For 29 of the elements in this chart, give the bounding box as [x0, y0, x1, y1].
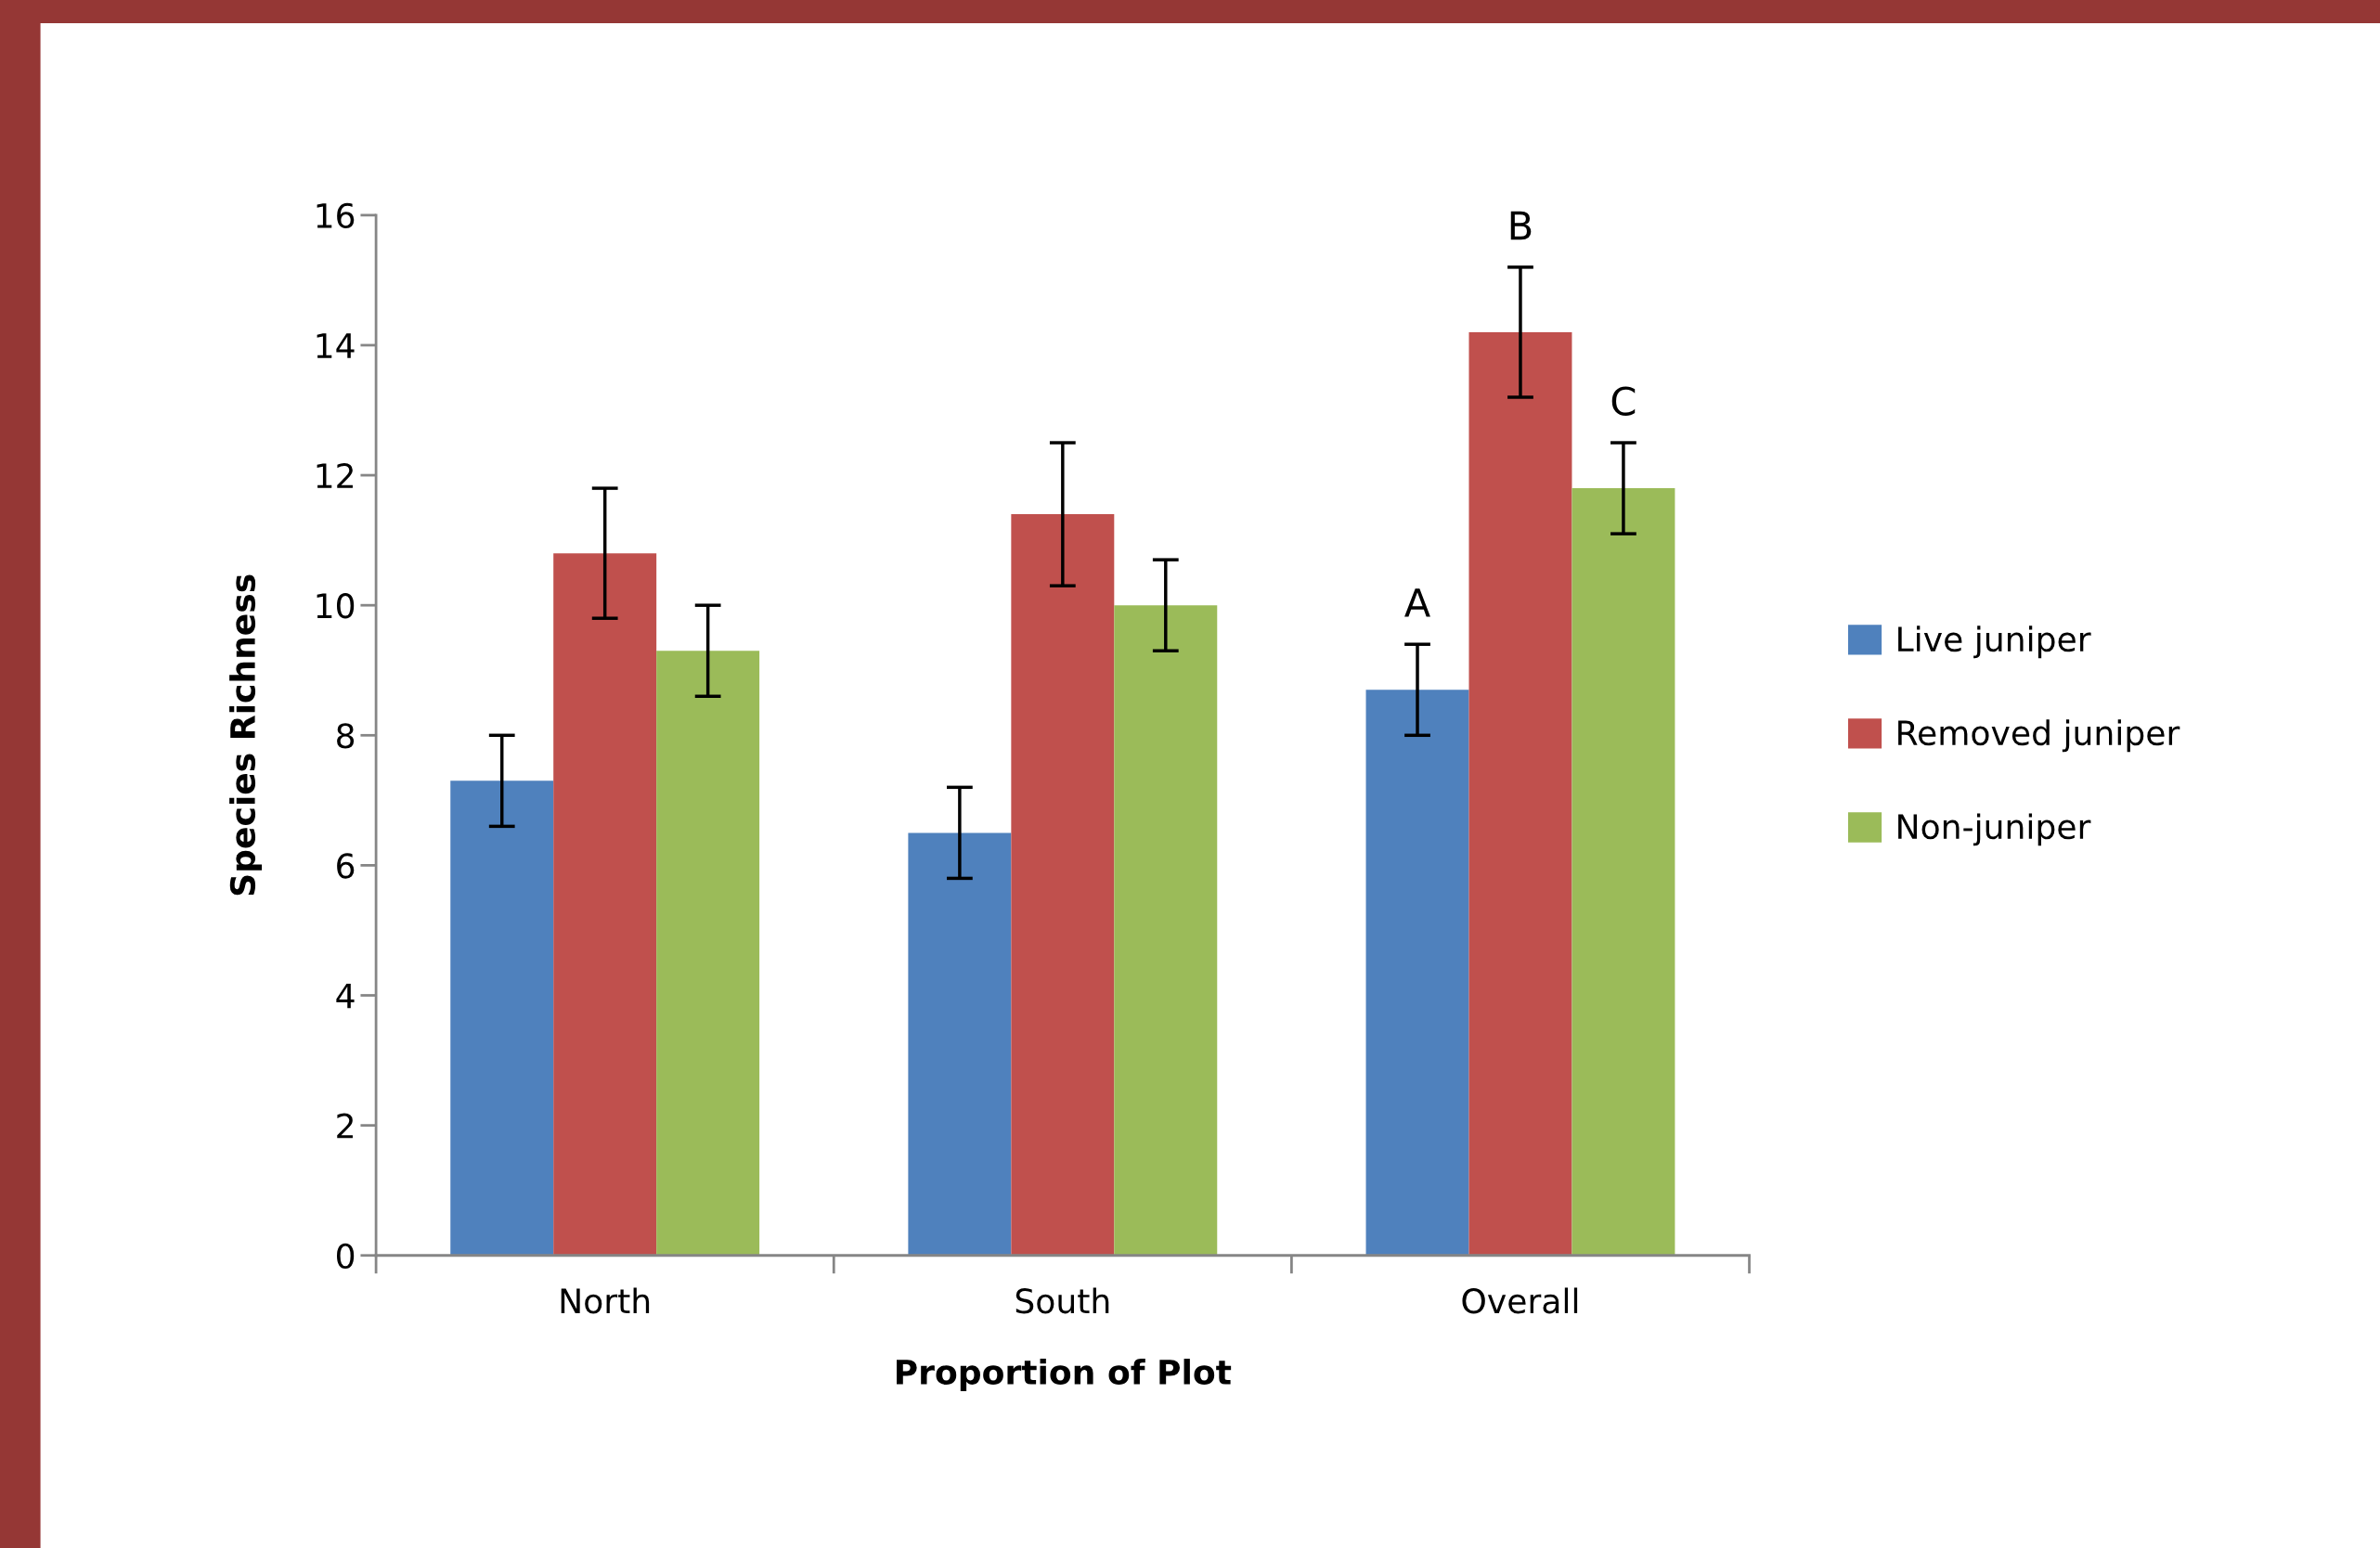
bar: [656, 651, 760, 1256]
annotation: A: [1404, 588, 1430, 617]
legend-label: Non-juniper: [1898, 813, 2091, 846]
legend-label: Removed juniper: [1898, 719, 2180, 753]
y-tick-label: 4: [336, 983, 355, 1009]
bar: [908, 832, 1012, 1256]
bar: [1365, 690, 1469, 1256]
legend-label: Live juniper: [1898, 626, 2091, 659]
annotation: B: [1510, 211, 1532, 240]
x-tick-label: North: [561, 1287, 650, 1314]
y-tick-label: 0: [336, 1243, 355, 1269]
x-tick-label: South: [1015, 1287, 1109, 1314]
x-axis-title: Proportion of Plot: [897, 1359, 1232, 1392]
y-tick-label: 6: [337, 853, 355, 879]
y-tick-label: 8: [337, 723, 355, 749]
bar: [1011, 514, 1115, 1256]
y-tick-label: 12: [317, 462, 353, 488]
y-tick-label: 10: [317, 593, 355, 619]
y-tick-label: 2: [337, 1113, 353, 1139]
bar: [450, 780, 554, 1256]
annotation: C: [1611, 386, 1636, 416]
y-axis-title: Species Richness: [229, 574, 263, 896]
y-tick-label: 14: [317, 333, 355, 358]
bar: [553, 553, 657, 1256]
bar: [1468, 331, 1572, 1256]
bar: [1572, 488, 1675, 1256]
y-tick-label: 16: [317, 202, 355, 229]
bar: [1114, 605, 1218, 1256]
x-tick-label: Overall: [1462, 1287, 1578, 1314]
